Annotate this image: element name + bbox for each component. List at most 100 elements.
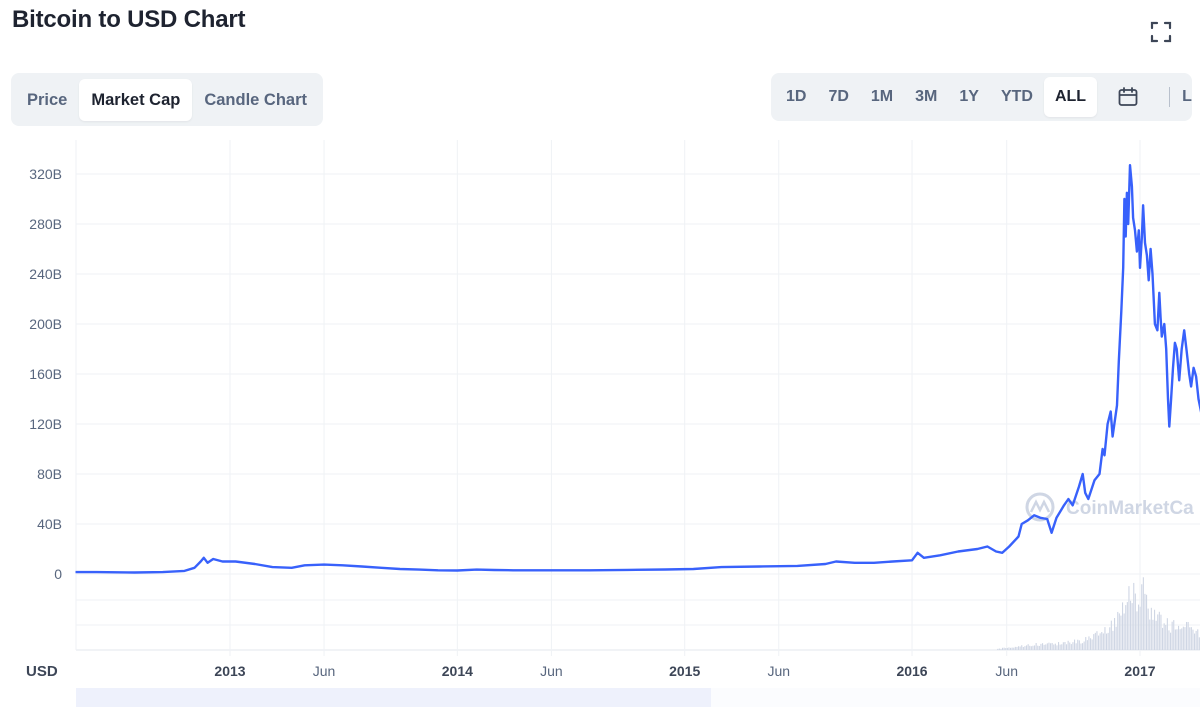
y-tick-label: 160B bbox=[29, 366, 62, 382]
volume-bar bbox=[1082, 643, 1084, 650]
volume-bar bbox=[1062, 642, 1064, 650]
volume-bar bbox=[1198, 637, 1200, 650]
range-all[interactable]: ALL bbox=[1043, 77, 1098, 117]
volume-bar bbox=[1146, 594, 1148, 650]
volume-bar bbox=[1120, 615, 1122, 650]
volume-bar bbox=[1133, 582, 1135, 650]
volume-bar bbox=[1085, 637, 1087, 650]
volume-bar bbox=[1189, 627, 1191, 650]
y-axis: 0 40B 80B 120B 160B 200B 240B 280B 320B bbox=[29, 166, 62, 582]
range-1d[interactable]: 1D bbox=[786, 88, 807, 105]
volume-bar bbox=[1008, 647, 1010, 650]
volume-bar bbox=[1131, 603, 1133, 650]
navigator-selection[interactable] bbox=[76, 688, 711, 707]
volume-bar bbox=[1165, 625, 1167, 650]
volume-bar bbox=[1123, 613, 1125, 650]
volume-bar bbox=[1184, 627, 1186, 650]
y-tick-label: 320B bbox=[29, 166, 62, 182]
volume-bar bbox=[1000, 648, 1002, 650]
range-navigator bbox=[76, 688, 1200, 707]
volume-bar bbox=[1152, 619, 1154, 650]
volume-bar bbox=[1122, 602, 1124, 650]
tab-market-cap[interactable]: Market Cap bbox=[79, 78, 193, 121]
volume-bar bbox=[1114, 617, 1116, 650]
volume-bar bbox=[1083, 641, 1085, 650]
volume-bar bbox=[1019, 646, 1021, 650]
expand-icon[interactable] bbox=[1148, 19, 1174, 45]
volume-bar bbox=[997, 648, 999, 650]
volume-bar bbox=[1034, 645, 1036, 650]
x-tick-label: 2013 bbox=[214, 663, 245, 679]
range-1y[interactable]: 1Y bbox=[959, 88, 979, 105]
volume-bar bbox=[1006, 647, 1008, 650]
tab-candle-chart[interactable]: Candle Chart bbox=[204, 90, 308, 109]
volume-bar bbox=[1032, 645, 1034, 650]
watermark-text: CoinMarketCa bbox=[1066, 498, 1194, 519]
volume-bar bbox=[1138, 604, 1140, 650]
volume-bar bbox=[1115, 626, 1117, 650]
volume-bar bbox=[1078, 640, 1080, 650]
chart-grid bbox=[75, 140, 1200, 656]
volume-bar bbox=[1099, 633, 1101, 650]
log-toggle-truncated[interactable]: L bbox=[1182, 88, 1192, 105]
y-tick-label: 40B bbox=[37, 516, 62, 532]
volume-bar bbox=[1026, 645, 1028, 650]
volume-bar bbox=[1157, 614, 1159, 650]
volume-bar bbox=[1168, 630, 1170, 650]
volume-bar bbox=[1027, 644, 1029, 650]
volume-bar bbox=[1024, 646, 1026, 650]
page-title: Bitcoin to USD Chart bbox=[12, 6, 246, 33]
volume-bar bbox=[1051, 642, 1053, 650]
range-7d[interactable]: 7D bbox=[828, 88, 849, 105]
volume-bar bbox=[1011, 647, 1013, 650]
calendar-button[interactable] bbox=[1097, 77, 1159, 117]
range-divider bbox=[1169, 87, 1171, 107]
volume-bar bbox=[1110, 620, 1112, 650]
volume-bar bbox=[1147, 608, 1149, 650]
volume-bar bbox=[1144, 593, 1146, 650]
volume-bar bbox=[1070, 644, 1072, 650]
volume-bar bbox=[1101, 632, 1103, 650]
volume-bar bbox=[1064, 642, 1066, 650]
volume-bar bbox=[1150, 607, 1152, 650]
volume-bar bbox=[1003, 647, 1005, 650]
volume-bar bbox=[1142, 577, 1144, 650]
market-cap-line bbox=[75, 164, 1200, 574]
volume-bar bbox=[1013, 647, 1015, 650]
volume-bar bbox=[1091, 639, 1093, 650]
navigator-track[interactable] bbox=[711, 688, 1200, 707]
volume-bar bbox=[1056, 645, 1058, 650]
volume-bar bbox=[1181, 628, 1183, 650]
volume-bar bbox=[1160, 614, 1162, 650]
volume-bar bbox=[1074, 639, 1076, 650]
volume-bar bbox=[1066, 644, 1068, 650]
volume-bar bbox=[1072, 642, 1074, 650]
range-1m[interactable]: 1M bbox=[870, 88, 894, 105]
volume-bar bbox=[1059, 644, 1061, 650]
volume-bar bbox=[1077, 639, 1079, 650]
y-tick-label: 120B bbox=[29, 416, 62, 432]
volume-bar bbox=[1022, 647, 1024, 650]
range-3m[interactable]: 3M bbox=[915, 88, 938, 105]
time-range-tabs: 1D 7D 1M 3M 1Y YTD ALL L bbox=[771, 73, 1192, 121]
volume-bar bbox=[1117, 611, 1119, 650]
volume-bar bbox=[1048, 642, 1050, 650]
volume-bar bbox=[1005, 648, 1007, 650]
volume-bar bbox=[1029, 645, 1031, 650]
volume-bar bbox=[1190, 627, 1192, 650]
y-tick-label: 280B bbox=[29, 216, 62, 232]
volume-bar bbox=[1038, 645, 1040, 650]
volume-bar bbox=[1096, 631, 1098, 650]
tab-price[interactable]: Price bbox=[27, 90, 68, 109]
volume-bar bbox=[1154, 609, 1156, 650]
x-axis: 2013Jun2014Jun2015Jun2016Jun2017Jun bbox=[214, 663, 1155, 679]
volume-bar bbox=[1107, 632, 1109, 650]
volume-bar bbox=[1054, 643, 1056, 650]
volume-bar bbox=[1141, 584, 1143, 650]
y-tick-label: 0 bbox=[54, 566, 62, 582]
volume-bar bbox=[1018, 646, 1020, 650]
volume-bar bbox=[1128, 586, 1130, 650]
volume-bar bbox=[1090, 638, 1092, 650]
range-ytd[interactable]: YTD bbox=[1000, 88, 1033, 105]
